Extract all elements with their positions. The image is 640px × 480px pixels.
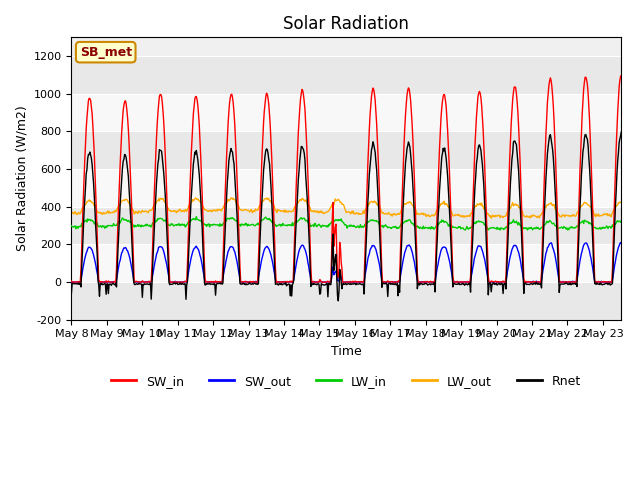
X-axis label: Time: Time bbox=[331, 345, 362, 358]
Title: Solar Radiation: Solar Radiation bbox=[283, 15, 409, 33]
Bar bbox=[72, 56, 621, 94]
Bar bbox=[72, 282, 621, 320]
Y-axis label: Solar Radiation (W/m2): Solar Radiation (W/m2) bbox=[15, 106, 28, 252]
Text: SB_met: SB_met bbox=[79, 46, 132, 59]
Bar bbox=[72, 207, 621, 244]
Bar bbox=[72, 169, 621, 207]
Bar bbox=[72, 244, 621, 282]
Bar bbox=[72, 132, 621, 169]
Bar bbox=[72, 94, 621, 132]
Legend: SW_in, SW_out, LW_in, LW_out, Rnet: SW_in, SW_out, LW_in, LW_out, Rnet bbox=[106, 370, 586, 393]
